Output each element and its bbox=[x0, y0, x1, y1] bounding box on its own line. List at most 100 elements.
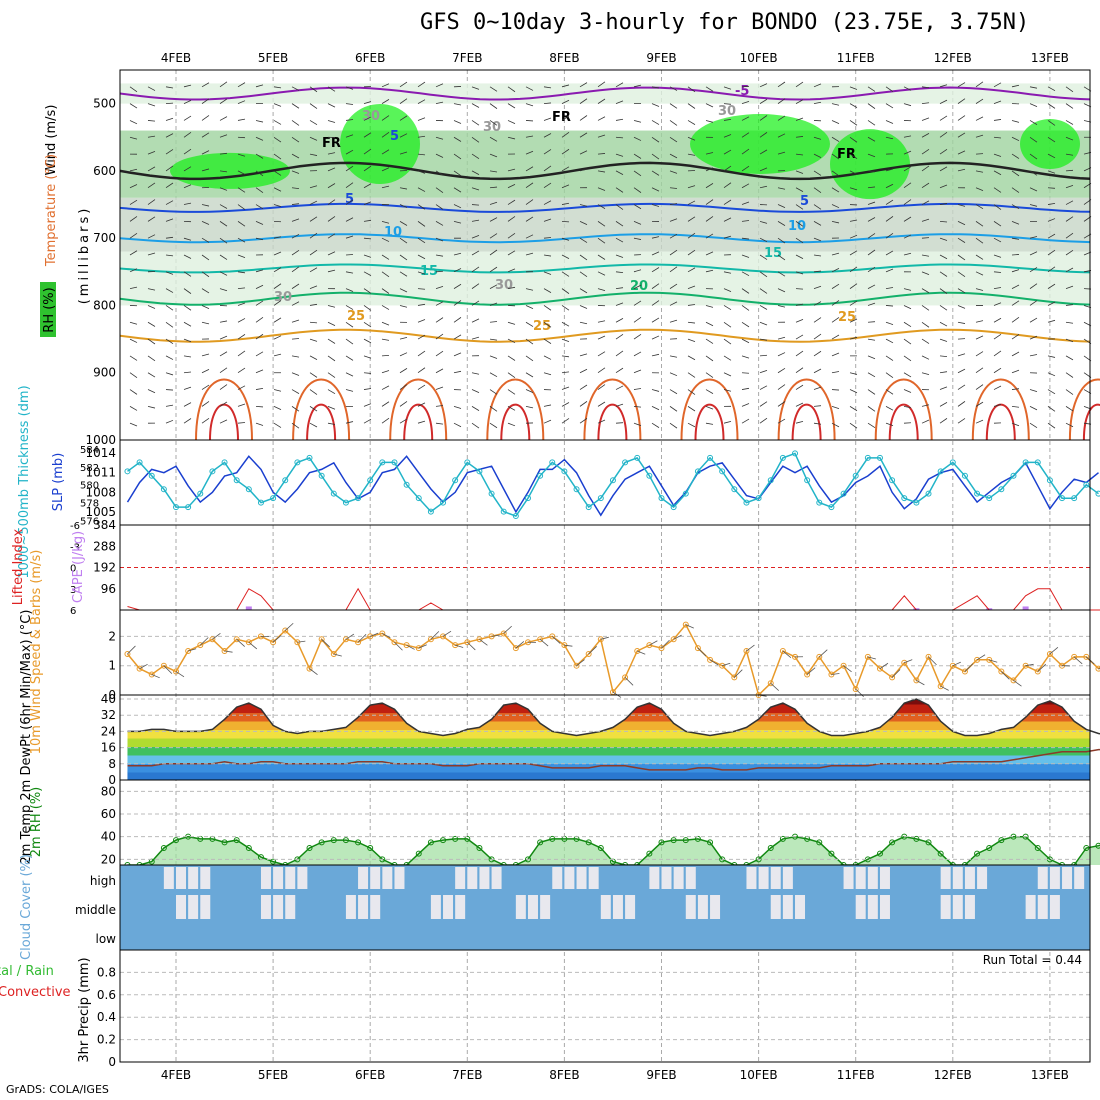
wind-barb bbox=[957, 132, 966, 138]
wind-barb bbox=[417, 334, 426, 340]
wind-speed-line-point bbox=[719, 662, 726, 669]
wind-barb bbox=[687, 267, 696, 273]
rh-line-point bbox=[306, 845, 313, 851]
wind-barb bbox=[471, 266, 480, 273]
wind-barb bbox=[291, 266, 300, 273]
wind-barb bbox=[831, 389, 840, 391]
wind-barb bbox=[687, 389, 696, 395]
wind-barb bbox=[543, 200, 552, 205]
rh-line-point bbox=[1034, 845, 1041, 851]
cloud-high bbox=[1037, 867, 1048, 889]
cloud-middle bbox=[358, 895, 369, 919]
wind-speed-line-point bbox=[852, 686, 859, 693]
wind-barb bbox=[201, 115, 210, 121]
wind-barb bbox=[1029, 103, 1038, 107]
wind-barb bbox=[885, 250, 894, 256]
wind-barb bbox=[813, 350, 822, 357]
wind-barb bbox=[921, 165, 930, 172]
wind-barb bbox=[597, 288, 606, 292]
wind-barb bbox=[795, 81, 804, 88]
wind-barb-10m bbox=[600, 636, 609, 640]
rh-line-point bbox=[415, 850, 422, 857]
thickness-line-point bbox=[682, 490, 689, 497]
thickness-line-point bbox=[573, 486, 580, 493]
wind-barb bbox=[507, 355, 516, 361]
wind-barb bbox=[291, 136, 300, 143]
wind-barb bbox=[885, 372, 894, 379]
rh-line-point bbox=[828, 850, 835, 857]
wind-barb bbox=[129, 268, 138, 273]
wind-barb bbox=[957, 305, 966, 309]
wind-barb bbox=[1065, 389, 1074, 395]
wind-barb bbox=[237, 254, 246, 259]
wind-barb bbox=[615, 82, 624, 88]
cloud-middle bbox=[540, 895, 551, 919]
wind-barb bbox=[489, 406, 498, 412]
wind-barb bbox=[651, 153, 660, 160]
wind-barb-10m bbox=[989, 659, 998, 663]
wind-barb-10m bbox=[370, 632, 379, 637]
wind-barb bbox=[507, 389, 516, 395]
wind-barb bbox=[129, 199, 138, 205]
wind-barb bbox=[309, 267, 318, 273]
wind-barb bbox=[723, 199, 732, 205]
wind-barb bbox=[903, 135, 912, 138]
cloud-middle bbox=[527, 895, 538, 919]
thickness-line-point bbox=[937, 468, 944, 475]
wind-barb bbox=[975, 237, 984, 244]
wind-barb bbox=[795, 221, 804, 227]
wind-barb bbox=[705, 199, 714, 205]
wind-speed-line-point bbox=[779, 648, 786, 655]
wind-barb bbox=[363, 403, 372, 407]
wind-barb bbox=[1047, 355, 1056, 358]
wind-barb bbox=[129, 216, 138, 222]
wind-barb bbox=[507, 406, 516, 411]
wind-barb bbox=[453, 317, 462, 323]
wind-barb bbox=[273, 187, 282, 192]
wind-barb bbox=[219, 187, 228, 191]
wind-barb bbox=[345, 254, 354, 256]
wind-barb bbox=[633, 204, 642, 210]
wind-barb bbox=[291, 283, 300, 289]
y-tick-pressure: 600 bbox=[93, 164, 116, 178]
wind-barb bbox=[579, 82, 588, 88]
wind-barb bbox=[507, 136, 516, 140]
wind-barb-10m bbox=[272, 635, 282, 643]
wind-barb bbox=[795, 204, 804, 210]
wind-barb-10m bbox=[491, 634, 500, 637]
thickness-line-point bbox=[913, 499, 920, 506]
wind-barb bbox=[579, 132, 588, 138]
wind-barb bbox=[813, 333, 822, 340]
wind-barb bbox=[165, 86, 174, 89]
wind-barb bbox=[795, 367, 804, 374]
contour-label: 10 bbox=[384, 225, 402, 240]
y-tick-pressure: 800 bbox=[93, 298, 116, 312]
wind-barb bbox=[255, 84, 264, 88]
slp-line bbox=[126, 455, 1099, 517]
x-tick-top: 11FEB bbox=[837, 51, 875, 65]
wind-barb bbox=[759, 132, 768, 138]
wind-barb bbox=[417, 81, 426, 88]
thickness-line-point bbox=[488, 490, 495, 497]
wind-barb bbox=[777, 237, 786, 244]
cloud-high bbox=[782, 867, 793, 889]
x-tick-top: 6FEB bbox=[355, 51, 385, 65]
wind-barb bbox=[831, 334, 840, 340]
wind-barb bbox=[867, 103, 876, 109]
wind-barb bbox=[1047, 103, 1056, 109]
wind-barb bbox=[615, 287, 624, 290]
contour-35 bbox=[306, 403, 337, 441]
wind-barb bbox=[417, 350, 426, 357]
wind-barb bbox=[579, 221, 588, 225]
wind-barb bbox=[1029, 86, 1038, 89]
contour-35 bbox=[500, 403, 531, 441]
wind-barb bbox=[219, 116, 228, 121]
wind-barb bbox=[273, 317, 282, 323]
wind-barb bbox=[975, 335, 984, 340]
wind-barb bbox=[723, 421, 732, 424]
wind-barb bbox=[129, 103, 138, 109]
thickness-line-point bbox=[925, 490, 932, 497]
wind-barb bbox=[381, 99, 390, 104]
wind-barb bbox=[237, 118, 246, 121]
wind-barb bbox=[165, 372, 174, 376]
